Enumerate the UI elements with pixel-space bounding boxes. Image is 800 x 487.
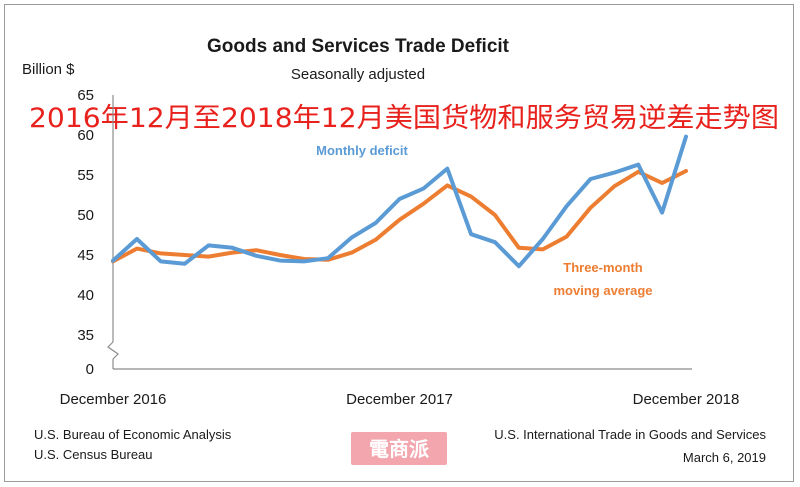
y-tick-labels: 0 35 40 45 50 55 60 65	[77, 87, 94, 378]
x-tick-label: December 2017	[346, 391, 453, 408]
watermark-text: 電商派	[369, 437, 430, 461]
footer-report-date: March 6, 2019	[683, 450, 766, 465]
y-tick-label: 35	[77, 327, 94, 344]
overlay-title: 2016年12月至2018年12月美国货物和服务贸易逆差走势图	[29, 103, 779, 134]
moving-average-label-line2: moving average	[554, 283, 653, 298]
y-tick-label: 40	[77, 287, 94, 304]
axes	[107, 95, 692, 370]
chart-frame	[4, 4, 794, 482]
chart-subtitle: Seasonally adjusted	[291, 66, 425, 83]
y-tick-label: 65	[77, 87, 94, 104]
x-tick-labels: December 2016 December 2017 December 2018	[60, 391, 740, 408]
footer-source-bea: U.S. Bureau of Economic Analysis	[34, 427, 232, 442]
footer-source-census: U.S. Census Bureau	[34, 447, 153, 462]
y-axis-break	[107, 341, 119, 360]
y-tick-label: 0	[86, 361, 94, 378]
y-tick-label: 55	[77, 167, 94, 184]
x-tick-label: December 2016	[60, 391, 167, 408]
y-tick-label: 50	[77, 207, 94, 224]
footer-report-title: U.S. International Trade in Goods and Se…	[494, 427, 766, 442]
moving-average-label-line1: Three-month	[563, 260, 643, 275]
monthly-deficit-label: Monthly deficit	[316, 143, 408, 158]
y-axis-label: Billion $	[22, 61, 75, 78]
y-tick-label: 60	[77, 127, 94, 144]
series-lines	[111, 134, 688, 269]
monthly-deficit-line	[111, 134, 688, 269]
moving-average-line	[111, 169, 688, 264]
x-tick-label: December 2018	[633, 391, 740, 408]
watermark-logo: 電商派	[351, 432, 447, 465]
chart-title: Goods and Services Trade Deficit	[207, 36, 510, 57]
y-tick-label: 45	[77, 247, 94, 264]
